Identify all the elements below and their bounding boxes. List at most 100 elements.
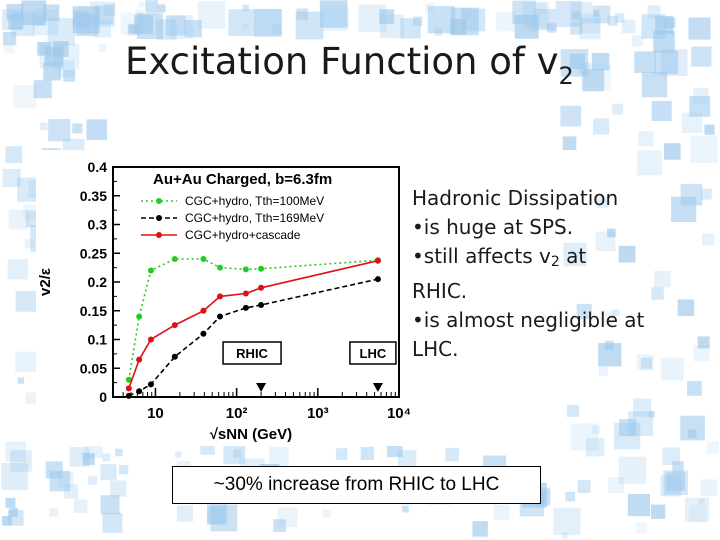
bullet-heading: Hadronic Dissipation: [412, 186, 619, 210]
background-tile: [81, 452, 90, 461]
data-point-series-3: [125, 385, 132, 392]
background-tile: [335, 448, 348, 460]
background-tile: [2, 31, 17, 46]
background-tile: [599, 310, 615, 326]
y-tick-label: 0.25: [80, 245, 107, 261]
background-tile: [103, 3, 116, 16]
background-tile: [25, 392, 38, 405]
background-tile: [156, 3, 166, 13]
annotation-arrow-lhc: [372, 383, 383, 392]
background-tile: [654, 270, 671, 288]
slide-title-subscript: 2: [558, 62, 574, 90]
data-point-series-3: [242, 290, 249, 297]
background-tile: [93, 20, 112, 38]
background-tile: [704, 124, 715, 135]
background-tile: [561, 532, 569, 540]
background-tile: [612, 103, 624, 115]
background-tile: [277, 507, 298, 528]
chart-svg: 0 0.05 0.1 0.15 0.2 0.25 0.3 0.35 0.4 10 10² 10³ 10⁴…: [37, 159, 411, 443]
background-tile: [672, 461, 684, 473]
background-tile: [15, 351, 36, 373]
background-tile: [115, 448, 123, 457]
background-tile: [17, 377, 25, 384]
background-tile: [528, 23, 537, 32]
background-tile: [660, 475, 682, 497]
annotation-label-lhc: LHC: [360, 346, 387, 361]
background-tile: [434, 28, 443, 36]
data-point-series-2: [171, 353, 178, 360]
background-tile: [636, 354, 654, 371]
background-tile: [21, 0, 47, 26]
data-point-series-1: [258, 265, 265, 272]
background-tile: [634, 51, 656, 73]
background-tile: [360, 446, 374, 461]
background-tile: [100, 495, 120, 515]
background-tile: [565, 491, 576, 502]
background-tile: [23, 204, 39, 220]
background-tile: [689, 95, 711, 117]
bullet-1: •is huge at SPS.: [412, 215, 574, 239]
background-tile: [631, 35, 644, 47]
background-tile: [582, 69, 605, 92]
background-tile: [15, 290, 37, 312]
background-tile: [40, 122, 48, 131]
background-tile: [128, 24, 138, 34]
legend-marker-2: [156, 215, 162, 221]
background-tile: [562, 136, 577, 151]
background-tile: [10, 450, 32, 472]
background-tile: [638, 131, 654, 147]
bullet-text: Hadronic Dissipation •is huge at SPS. •s…: [412, 184, 712, 364]
background-tile: [593, 10, 600, 17]
background-tile: [322, 509, 332, 518]
background-tile: [73, 10, 90, 28]
background-tile: [664, 143, 681, 160]
background-tile: [660, 357, 684, 381]
background-tile: [400, 18, 421, 39]
background-tile: [42, 4, 60, 21]
background-tile: [698, 498, 705, 505]
background-tile: [49, 507, 59, 517]
background-tile: [145, 0, 158, 13]
background-tile: [651, 287, 664, 300]
legend-marker-3: [156, 232, 162, 238]
background-tile: [636, 150, 662, 176]
background-tile: [671, 196, 697, 222]
x-tick-label: 10⁴: [387, 405, 411, 422]
series-line-3: [128, 259, 379, 389]
annotation-box-rhic: [222, 341, 282, 365]
background-tile: [604, 340, 614, 350]
background-tile: [569, 53, 586, 70]
background-tile: [648, 411, 655, 418]
background-tile: [560, 105, 582, 127]
background-tile: [86, 119, 108, 140]
background-tile: [184, 20, 202, 38]
background-tile: [618, 245, 636, 263]
background-tile: [8, 209, 29, 230]
slide-title-main: Excitation Function of v: [125, 40, 559, 83]
data-point-series-2: [125, 392, 132, 399]
background-tile: [379, 9, 395, 25]
background-tile: [563, 242, 587, 267]
background-tile: [7, 259, 29, 280]
chart-title: Au+Au Charged, b=6.3fm: [153, 171, 332, 188]
bullet-2-tail: at: [559, 244, 587, 268]
background-tile: [700, 188, 712, 200]
background-tile: [702, 233, 715, 246]
legend-label-1: CGC+hydro, Tth=100MeV: [185, 194, 324, 208]
background-tile: [660, 49, 688, 77]
background-tile: [269, 447, 289, 467]
background-tile: [74, 499, 88, 513]
background-tile: [706, 441, 719, 454]
data-point-series-3: [217, 293, 224, 300]
annotation-arrow-rhic: [256, 383, 267, 392]
background-tile: [633, 398, 652, 417]
legend-label-2: CGC+hydro, Tth=169MeV: [185, 211, 324, 225]
data-point-series-1: [125, 376, 132, 383]
background-tile: [228, 9, 256, 37]
data-point-series-1: [171, 256, 178, 262]
background-tile: [688, 17, 711, 40]
bullet-3-line2: LHC.: [412, 337, 459, 361]
background-tile: [651, 100, 672, 121]
background-tile: [570, 22, 583, 35]
y-tick-label: 0: [99, 389, 107, 405]
